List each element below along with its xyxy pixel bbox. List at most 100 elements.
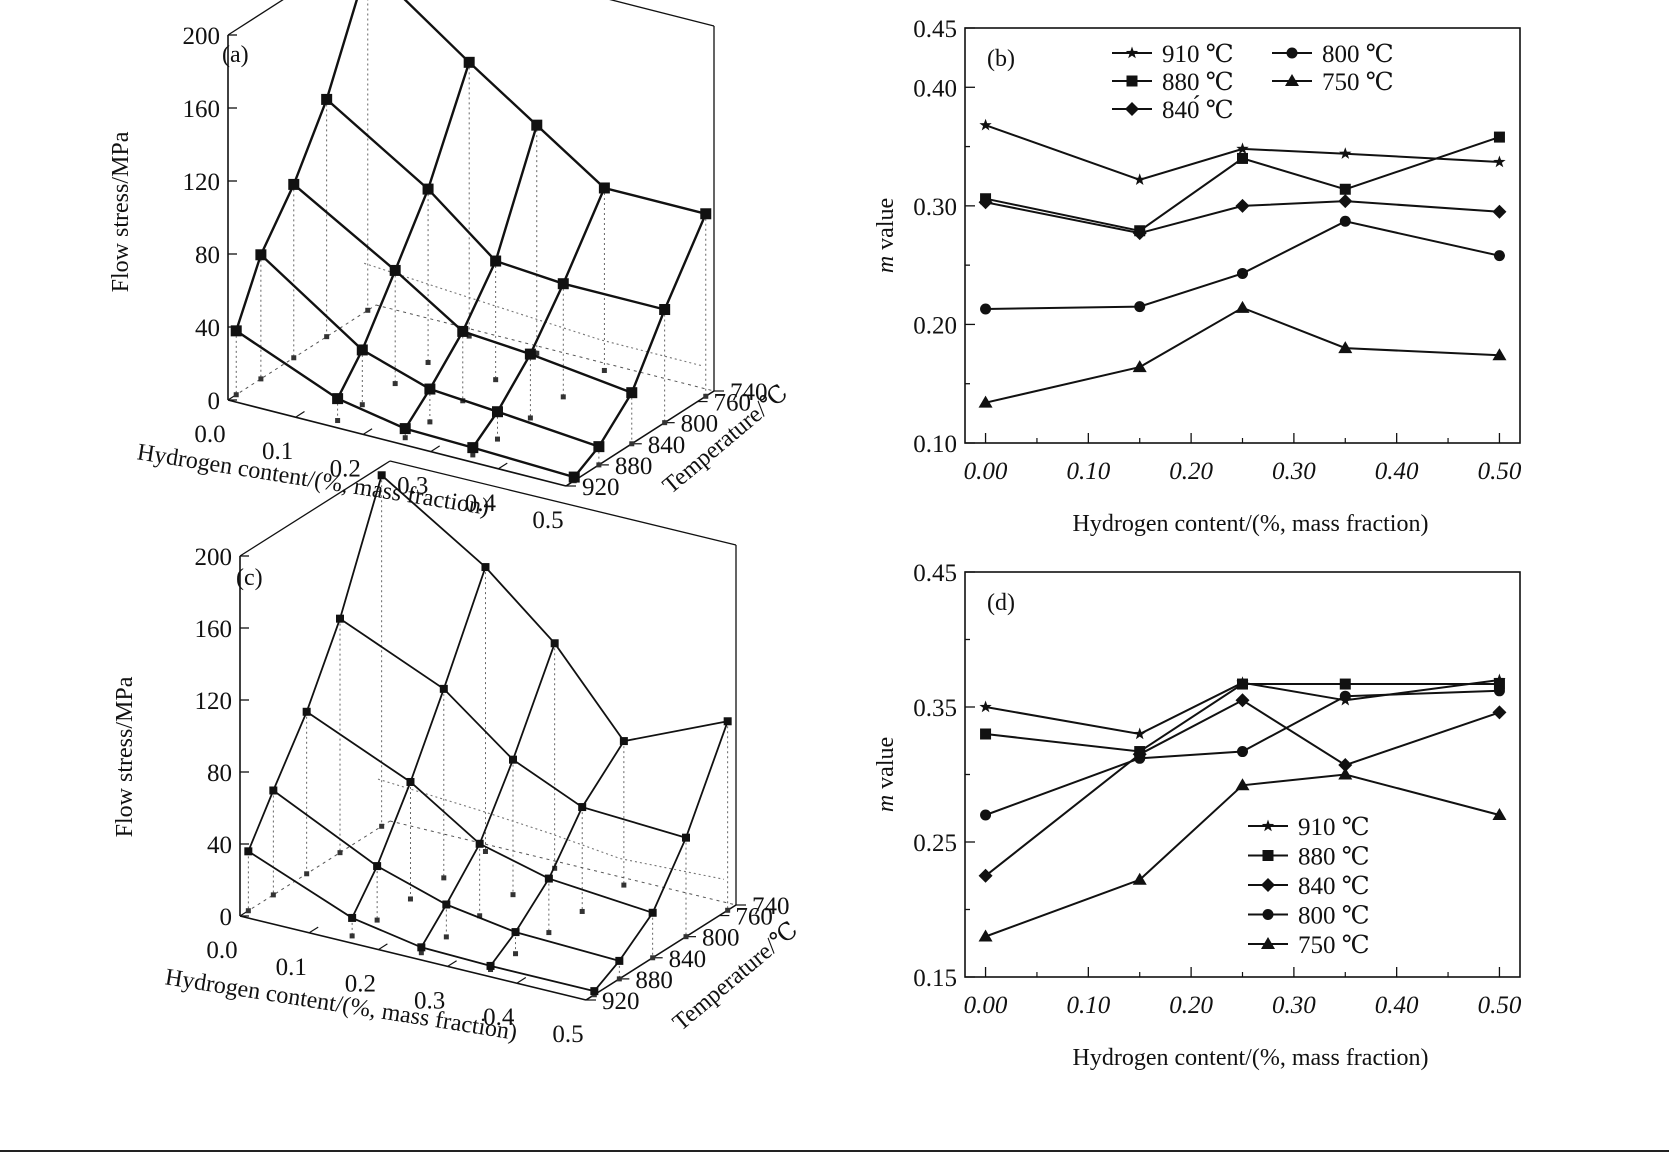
x-tick-label: 0.4 <box>465 490 497 517</box>
legend-marker <box>1261 937 1275 949</box>
data-point <box>1339 678 1351 690</box>
surface-point <box>463 56 475 68</box>
x-tick-label: 0.2 <box>330 455 361 482</box>
surface-point <box>593 441 605 453</box>
base-point <box>534 350 540 356</box>
base-point <box>427 419 433 425</box>
bottom-rule <box>0 1150 1669 1152</box>
surface-point <box>356 344 368 356</box>
legend-marker <box>1262 850 1274 861</box>
data-point <box>1237 746 1248 758</box>
base-point <box>725 907 731 913</box>
y-tick-label: 880 <box>615 453 653 480</box>
y-axis <box>585 904 737 1001</box>
base-point <box>441 875 447 881</box>
surface-point <box>467 442 479 454</box>
legend-label: 880 ℃ <box>1162 69 1234 96</box>
surface-point <box>377 471 386 480</box>
surface-point <box>578 803 587 812</box>
base-point <box>482 848 488 854</box>
base-point <box>359 402 365 408</box>
series-line <box>985 220 1500 310</box>
surface-point <box>424 383 436 395</box>
x-axis-label: Hydrogen content/(%, mass fraction) <box>1073 511 1429 537</box>
z-tick-label: 0 <box>220 904 233 931</box>
legend-label: 750 ℃ <box>1298 932 1370 959</box>
x-axis-label: Hydrogen content/(%, mass fraction) <box>135 439 491 520</box>
surface-point <box>244 847 253 856</box>
data-point <box>980 303 992 315</box>
x-tick-label: 0.0 <box>206 937 237 964</box>
box-top-edge <box>609 0 715 27</box>
legend-marker <box>1125 102 1139 116</box>
x-tick-label: 0.40 <box>1375 458 1419 485</box>
base-point <box>335 418 341 424</box>
x-tick <box>430 445 441 453</box>
surface-line <box>260 253 600 448</box>
base-point <box>443 934 449 940</box>
y-tick-label: 920 <box>602 988 640 1015</box>
y-tick-label: 880 <box>635 967 673 994</box>
surface-point <box>288 178 300 190</box>
data-point <box>1493 678 1505 690</box>
z-tick-label: 120 <box>195 688 233 715</box>
data-point <box>1338 341 1353 354</box>
floor-edge <box>375 304 715 392</box>
data-point <box>1339 183 1351 195</box>
x-tick-label: 0.5 <box>532 507 563 534</box>
x-tick-label: 0.30 <box>1272 458 1316 485</box>
x-tick-label: 0.3 <box>414 987 445 1014</box>
x-tick-label: 0.50 <box>1478 992 1522 1019</box>
base-point <box>365 307 371 313</box>
data-point <box>978 929 993 942</box>
z-tick-label: 80 <box>207 760 232 787</box>
surface-point <box>336 614 344 623</box>
data-point <box>1338 767 1353 780</box>
base-point <box>245 908 251 914</box>
legend-marker <box>1285 74 1299 86</box>
y-tick-label: 0.15 <box>913 965 957 992</box>
surface-point <box>439 684 448 693</box>
x-tick-label: 0.1 <box>262 438 293 465</box>
series-line <box>985 773 1500 938</box>
base-point <box>374 917 380 923</box>
data-point <box>978 195 993 210</box>
surface-point <box>442 900 451 909</box>
base-point <box>629 441 635 447</box>
data-point <box>1235 778 1250 791</box>
legend-marker <box>1126 75 1138 87</box>
data-point <box>1237 678 1248 690</box>
surface-point <box>422 183 434 195</box>
data-point <box>1132 872 1147 885</box>
panel-b: 0.10 0.20 0.30 0.40 0.45 0.00 0.10 0.20 0.30 0.40… <box>873 16 1522 537</box>
z-tick-label: 0 <box>208 388 221 415</box>
x-axis-label: Hydrogen content/(%, mass fraction) <box>163 964 519 1045</box>
x-tick-label: 0.00 <box>964 992 1008 1019</box>
data-point <box>1132 226 1147 241</box>
surface-point <box>626 387 638 399</box>
legend-label: 840́ ℃ <box>1162 95 1234 124</box>
legend-marker <box>1125 46 1139 59</box>
y-tick-label: 0.40 <box>913 75 957 102</box>
panel-label: (a) <box>222 42 249 68</box>
base-point <box>616 976 622 982</box>
legend-label: 880 ℃ <box>1298 844 1370 871</box>
box-edge <box>239 460 391 557</box>
base-point <box>337 850 343 856</box>
x-tick-label: 0.1 <box>276 954 307 981</box>
data-point <box>1339 215 1351 227</box>
x-tick <box>308 926 319 934</box>
surface-point <box>568 471 580 483</box>
surface-point <box>490 255 502 267</box>
legend-marker <box>1262 909 1274 920</box>
base-point <box>546 930 552 936</box>
data-point <box>1132 360 1147 373</box>
surface-point <box>348 913 357 922</box>
data-point <box>1237 152 1248 164</box>
panel-label: (c) <box>236 565 263 591</box>
panel-d: 0.15 0.25 0.35 0.45 0.00 0.10 0.20 0.30 0.40 0.50… <box>873 560 1522 1071</box>
x-tick-label: 0.3 <box>397 473 428 500</box>
y-tick-label: 760 <box>714 390 752 417</box>
z-tick-label: 160 <box>183 96 221 123</box>
surface-point <box>373 862 382 871</box>
